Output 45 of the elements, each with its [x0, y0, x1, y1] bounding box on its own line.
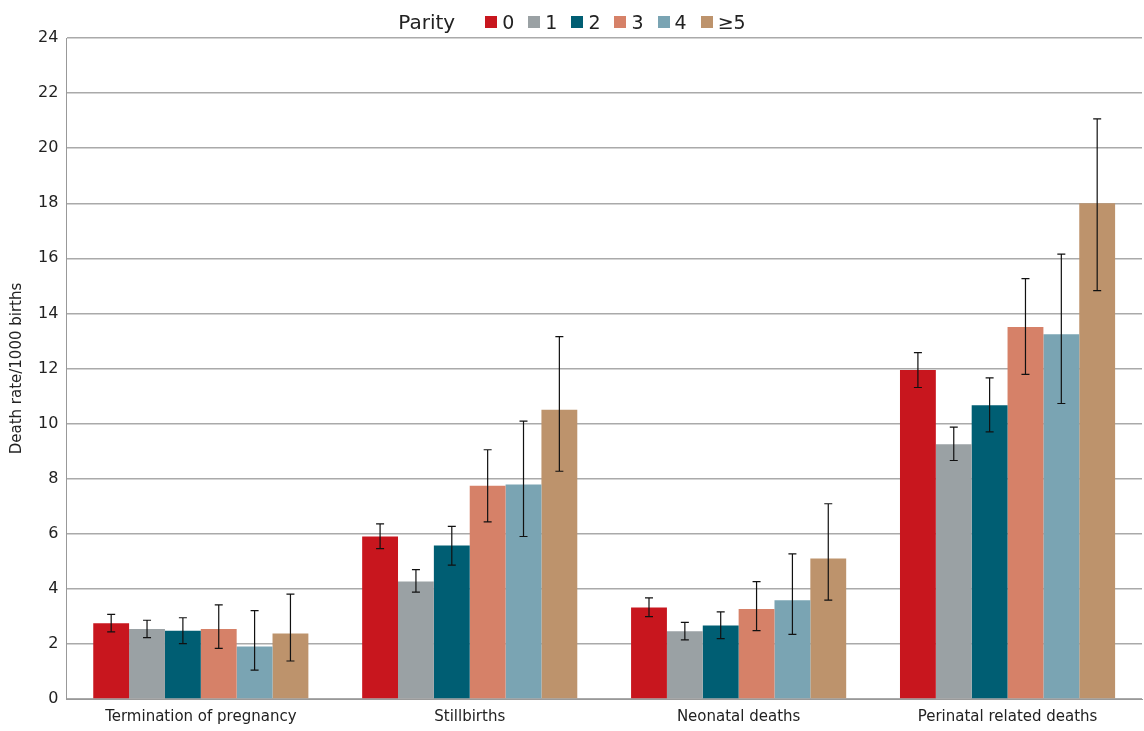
- legend-label: 2: [588, 11, 601, 33]
- bar: [702, 625, 739, 699]
- bar: [272, 633, 309, 699]
- y-tick-label: 2: [48, 633, 59, 653]
- legend-label: ≥5: [717, 11, 746, 33]
- bar: [469, 485, 506, 699]
- y-tick-label: 8: [48, 467, 59, 487]
- bar: [810, 558, 847, 699]
- y-tick-label: 20: [38, 137, 59, 157]
- y-axis-title: Death rate/1000 births: [6, 282, 25, 455]
- y-tick-label: 22: [38, 82, 59, 102]
- x-tick-label: Termination of pregnancy: [104, 706, 297, 725]
- bar: [362, 536, 399, 699]
- y-tick-label: 24: [38, 27, 59, 47]
- bar: [164, 630, 201, 699]
- bar: [1079, 203, 1116, 699]
- x-tick-label: Perinatal related deaths: [917, 706, 1098, 725]
- bar: [1043, 334, 1080, 699]
- bar: [1007, 326, 1044, 699]
- x-tick-label: Neonatal deaths: [676, 706, 801, 725]
- bar: [631, 607, 667, 699]
- bar: [93, 623, 130, 699]
- y-tick-label: 4: [48, 577, 59, 597]
- bar: [774, 600, 811, 699]
- bar: [899, 369, 936, 699]
- bar: [200, 629, 237, 699]
- y-tick-label: 12: [38, 357, 59, 377]
- y-tick-label: 14: [38, 302, 59, 322]
- y-tick-label: 16: [38, 247, 59, 267]
- bar: [236, 646, 273, 699]
- bar: [971, 405, 1008, 699]
- bar: [738, 608, 775, 699]
- legend-label: 0: [502, 11, 515, 33]
- bar: [505, 484, 542, 699]
- y-tick-label: 10: [38, 412, 59, 432]
- legend-label: 4: [674, 11, 687, 33]
- y-tick-label: 18: [38, 192, 59, 212]
- bar: [541, 409, 578, 699]
- legend-label: 1: [545, 11, 558, 33]
- legend-title: Parity: [398, 10, 456, 34]
- x-tick-label: Stillbirths: [434, 706, 506, 725]
- bar: [433, 545, 470, 699]
- y-tick-label: 0: [48, 688, 59, 708]
- legend-label: 3: [631, 11, 644, 33]
- y-tick-label: 6: [48, 522, 59, 542]
